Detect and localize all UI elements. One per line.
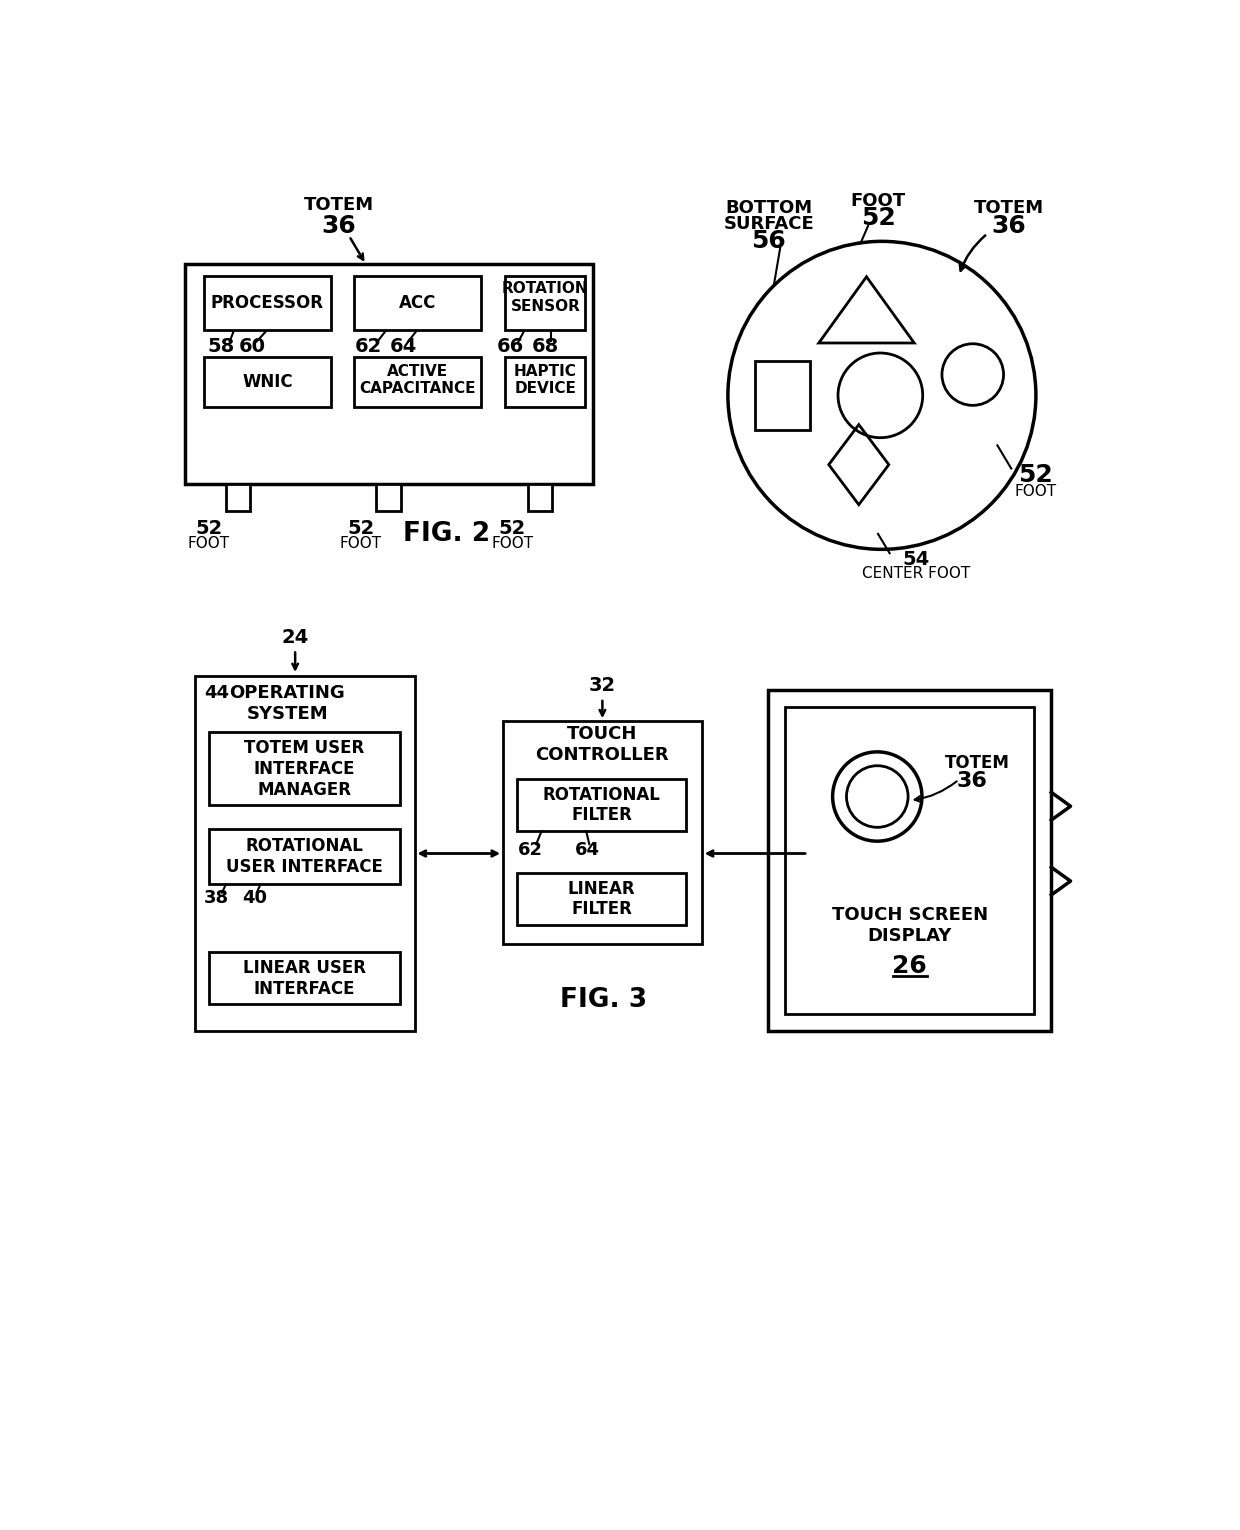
Bar <box>195 676 414 1031</box>
Text: TOTEM: TOTEM <box>304 196 374 214</box>
Text: TOTEM USER
INTERFACE
MANAGER: TOTEM USER INTERFACE MANAGER <box>244 739 365 799</box>
Bar <box>768 690 1052 1031</box>
Text: 54: 54 <box>903 549 930 569</box>
Text: OPERATING
SYSTEM: OPERATING SYSTEM <box>229 684 345 722</box>
Text: LINEAR
FILTER: LINEAR FILTER <box>568 880 635 918</box>
Text: LINEAR USER
INTERFACE: LINEAR USER INTERFACE <box>243 959 366 998</box>
Text: FOOT: FOOT <box>187 537 229 551</box>
Text: ACC: ACC <box>399 294 436 312</box>
Text: 32: 32 <box>589 676 616 695</box>
Bar <box>517 779 686 831</box>
Text: 64: 64 <box>389 337 417 356</box>
Text: 56: 56 <box>751 230 786 254</box>
Text: ROTATION
SENSOR: ROTATION SENSOR <box>502 282 589 314</box>
Text: ROTATIONAL
USER INTERFACE: ROTATIONAL USER INTERFACE <box>226 837 383 877</box>
Bar <box>505 356 585 407</box>
Text: ACTIVE
CAPACITANCE: ACTIVE CAPACITANCE <box>360 364 476 396</box>
Text: 24: 24 <box>281 629 309 647</box>
Text: 36: 36 <box>992 214 1027 239</box>
Bar <box>208 952 399 1004</box>
Bar <box>376 483 401 511</box>
Text: 52: 52 <box>498 519 526 539</box>
Bar <box>208 829 399 884</box>
Bar <box>785 707 1034 1014</box>
Text: 36: 36 <box>956 771 987 791</box>
Text: 64: 64 <box>575 840 600 858</box>
Bar <box>355 356 481 407</box>
Text: 66: 66 <box>497 337 525 356</box>
Bar <box>505 275 585 330</box>
Text: TOTEM: TOTEM <box>973 199 1044 217</box>
Text: FOOT: FOOT <box>851 191 905 210</box>
Text: FOOT: FOOT <box>340 537 382 551</box>
Bar <box>528 483 552 511</box>
Text: FIG. 3: FIG. 3 <box>559 987 647 1013</box>
Bar <box>205 356 331 407</box>
Text: 52: 52 <box>861 207 895 230</box>
Text: WNIC: WNIC <box>242 373 293 392</box>
Bar <box>205 275 331 330</box>
Text: 52: 52 <box>195 519 222 539</box>
Text: TOUCH SCREEN
DISPLAY: TOUCH SCREEN DISPLAY <box>832 906 988 944</box>
Text: 52: 52 <box>1018 462 1053 487</box>
Text: SURFACE: SURFACE <box>723 214 815 233</box>
Text: 36: 36 <box>321 214 356 239</box>
Text: 52: 52 <box>347 519 374 539</box>
Text: 40: 40 <box>243 889 268 907</box>
Text: 44: 44 <box>205 684 229 702</box>
Text: 68: 68 <box>532 337 559 356</box>
Text: FOOT: FOOT <box>491 537 533 551</box>
Bar <box>755 361 810 430</box>
Text: PROCESSOR: PROCESSOR <box>211 294 324 312</box>
Text: FOOT: FOOT <box>1014 483 1056 499</box>
Text: FIG. 2: FIG. 2 <box>403 520 490 546</box>
Text: TOUCH
CONTROLLER: TOUCH CONTROLLER <box>536 725 670 763</box>
Text: ROTATIONAL
FILTER: ROTATIONAL FILTER <box>543 785 661 825</box>
Text: CENTER FOOT: CENTER FOOT <box>863 566 971 581</box>
Text: 26: 26 <box>893 953 928 978</box>
Bar <box>517 872 686 926</box>
Text: 60: 60 <box>238 337 265 356</box>
Text: BOTTOM: BOTTOM <box>725 199 812 217</box>
Text: TOTEM: TOTEM <box>945 754 1009 773</box>
Text: 58: 58 <box>207 337 234 356</box>
Text: 62: 62 <box>517 840 543 858</box>
Bar <box>226 483 250 511</box>
Text: 38: 38 <box>205 889 229 907</box>
Text: 62: 62 <box>355 337 382 356</box>
Text: HAPTIC
DEVICE: HAPTIC DEVICE <box>513 364 577 396</box>
Bar <box>355 275 481 330</box>
Bar <box>185 265 593 483</box>
Bar <box>208 731 399 805</box>
Bar <box>503 721 702 944</box>
